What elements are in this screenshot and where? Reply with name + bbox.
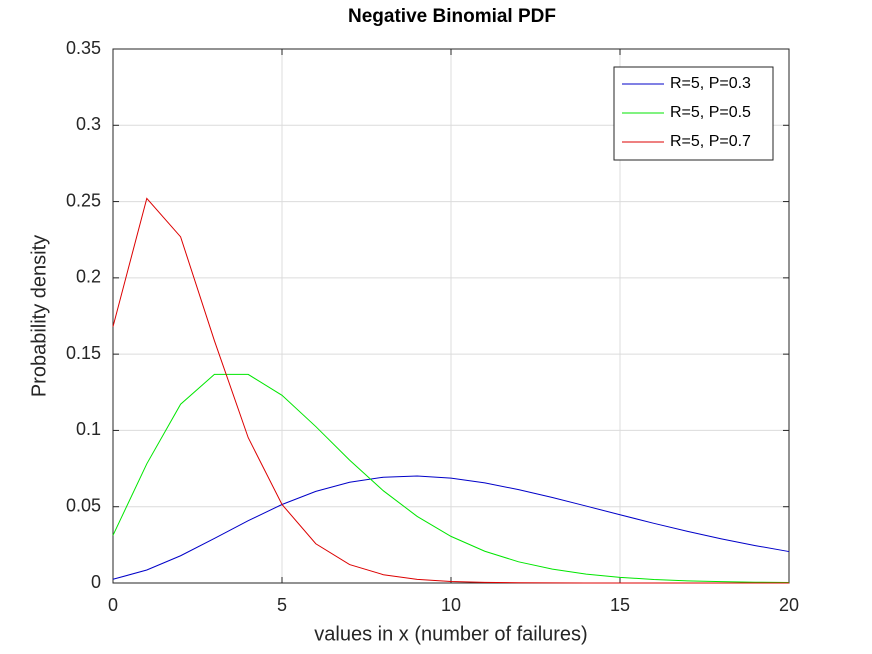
y-tick-label: 0 bbox=[91, 572, 101, 592]
x-tick-label: 15 bbox=[610, 595, 630, 615]
data-line bbox=[112, 475, 790, 580]
x-tick-label: 5 bbox=[277, 595, 287, 615]
y-tick-label: 0.3 bbox=[76, 114, 101, 134]
x-tick-label: 0 bbox=[108, 595, 118, 615]
plot-frame bbox=[112, 48, 790, 584]
legend-label: R=5, P=0.5 bbox=[670, 104, 751, 121]
legend-label: R=5, P=0.7 bbox=[670, 133, 751, 150]
chart-title: Negative Binomial PDF bbox=[348, 6, 556, 27]
legend-label: R=5, P=0.3 bbox=[670, 75, 751, 92]
x-tick-label: 20 bbox=[779, 595, 799, 615]
y-tick-label: 0.05 bbox=[66, 495, 101, 515]
x-axis-label: values in x (number of failures) bbox=[314, 623, 587, 645]
y-tick-label: 0.15 bbox=[66, 343, 101, 363]
y-axis-label: Probability density bbox=[28, 235, 50, 397]
y-tick-label: 0.2 bbox=[76, 267, 101, 287]
y-tick-label: 0.35 bbox=[66, 38, 101, 58]
y-tick-label: 0.1 bbox=[76, 419, 101, 439]
x-tick-label: 10 bbox=[441, 595, 461, 615]
y-tick-label: 0.25 bbox=[66, 190, 101, 210]
data-line bbox=[112, 197, 789, 584]
